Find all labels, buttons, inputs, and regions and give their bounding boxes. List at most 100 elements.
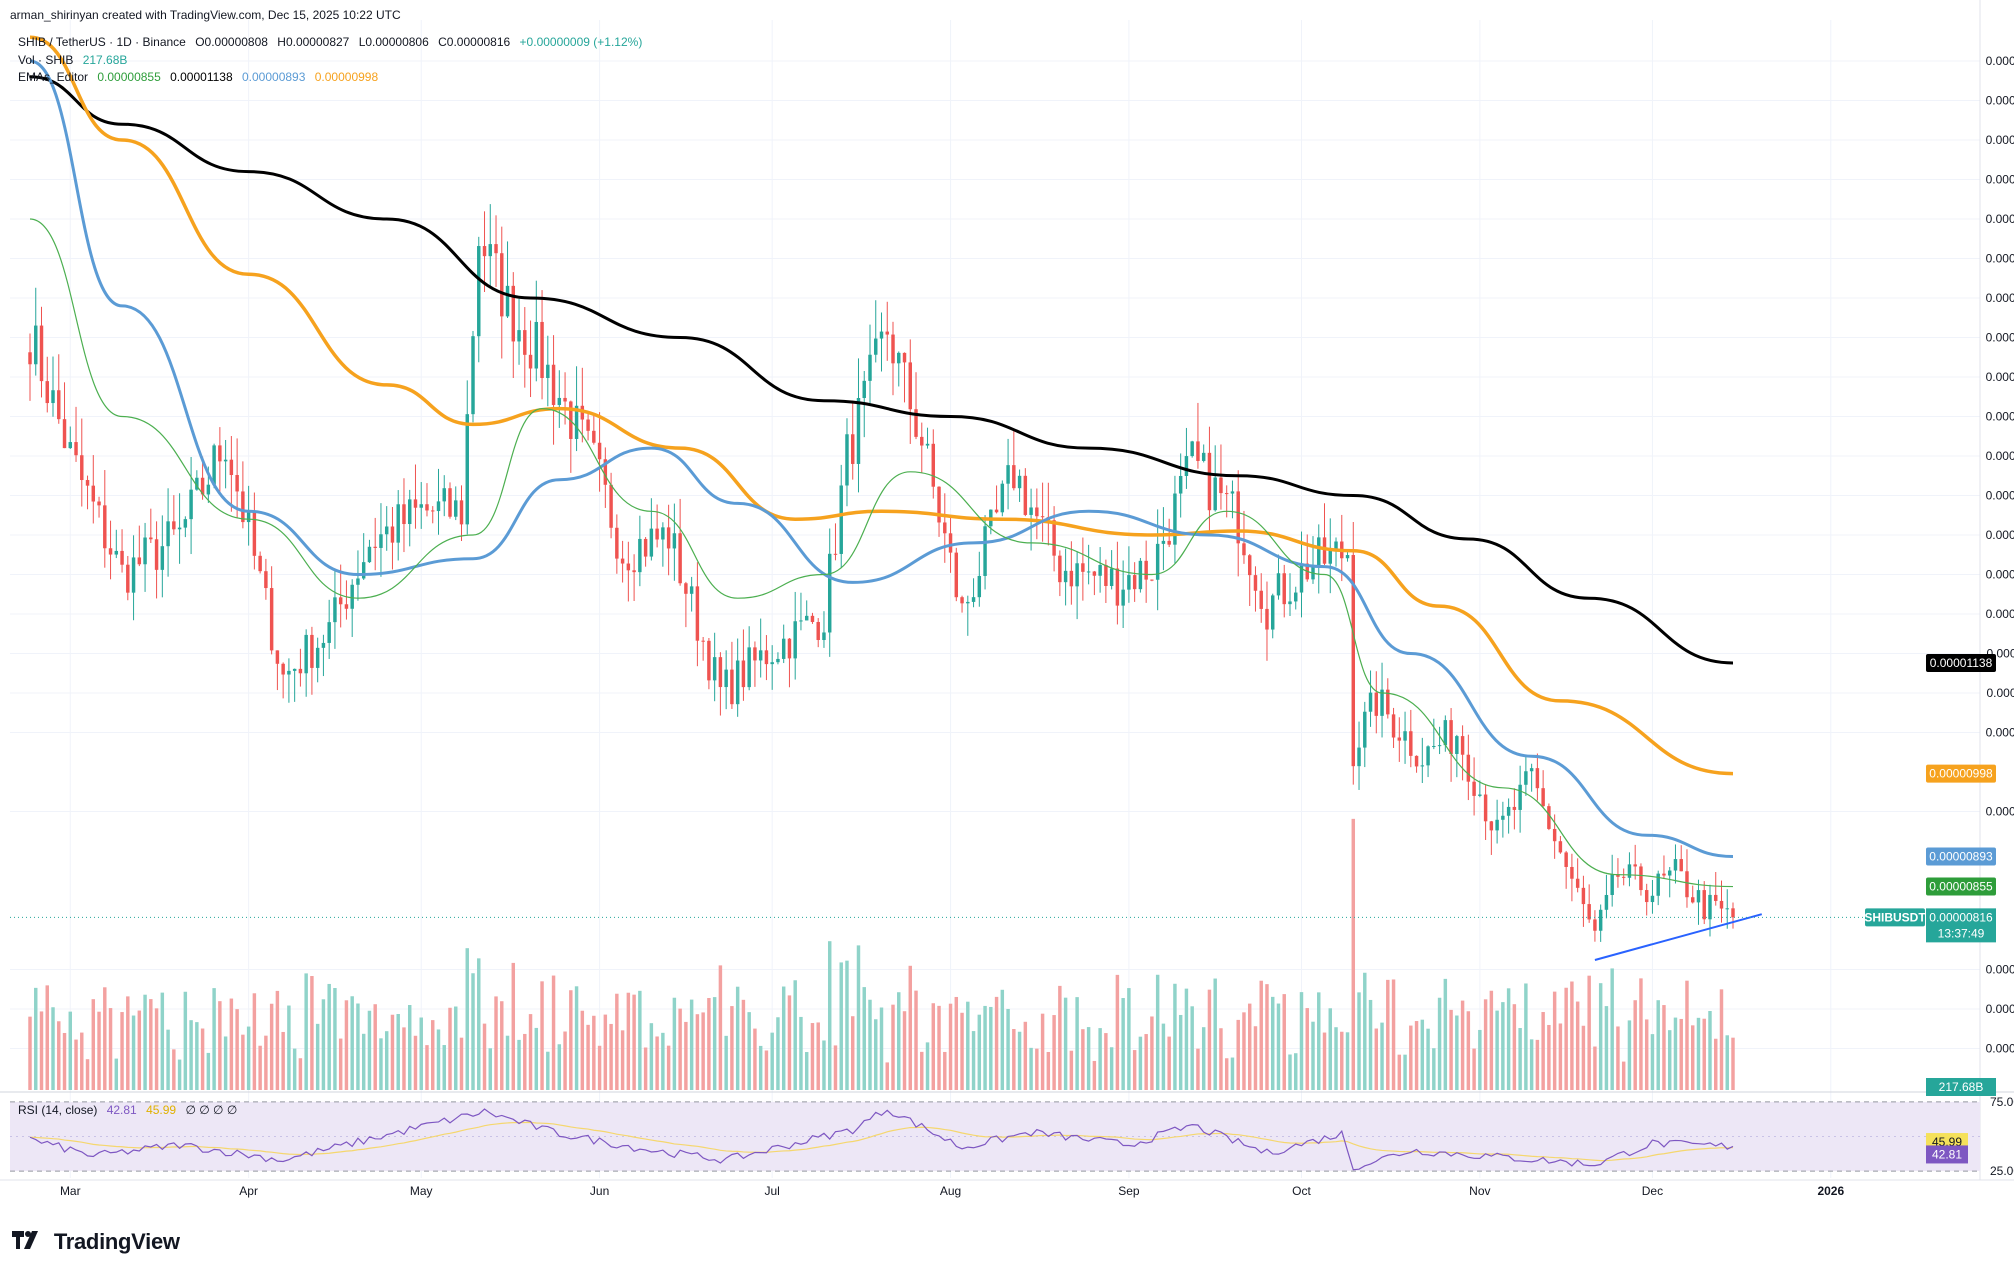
- volume-bar: [1265, 984, 1269, 1090]
- candle-body: [615, 527, 619, 559]
- candle-body: [436, 501, 441, 512]
- volume-label[interactable]: Vol · SHIB: [18, 53, 74, 67]
- candle-body: [344, 604, 349, 609]
- candle-body: [563, 397, 567, 402]
- candle-body: [1288, 601, 1292, 605]
- countdown-text: 13:37:49: [1938, 926, 1985, 940]
- candle-body: [1437, 745, 1442, 747]
- volume-bar: [891, 1004, 895, 1090]
- candle-body: [661, 527, 665, 540]
- volume-bar: [989, 1006, 993, 1090]
- candle-body: [57, 390, 61, 420]
- candle-body: [1426, 746, 1430, 766]
- volume-bar: [1489, 990, 1494, 1090]
- volume-bar: [34, 987, 38, 1090]
- candle-body: [172, 521, 176, 530]
- y-axis-tick-label: 0.00001300: [1986, 528, 2014, 542]
- volume-bar: [448, 1007, 452, 1090]
- candle-body: [1414, 755, 1419, 767]
- symbol-line[interactable]: SHIB / TetherUS · 1D · Binance: [18, 35, 186, 49]
- candle-body: [1621, 876, 1626, 878]
- candle-body: [448, 488, 452, 517]
- candle-body: [177, 527, 182, 530]
- volume-bar: [569, 990, 573, 1090]
- candle-body: [1104, 565, 1108, 586]
- candle-body: [920, 436, 924, 446]
- candle-body: [793, 621, 797, 659]
- ema-label[interactable]: EMAs_Editor: [18, 70, 89, 84]
- candle-body: [494, 244, 498, 254]
- candle-body: [1040, 516, 1045, 518]
- candle-body: [1138, 560, 1143, 590]
- volume-bar: [1311, 1021, 1315, 1090]
- tradingview-logo[interactable]: TradingView: [12, 1229, 180, 1255]
- candle-body: [1403, 731, 1407, 741]
- candle-body: [540, 321, 544, 379]
- candle-body: [741, 660, 746, 688]
- candle-body: [862, 380, 866, 399]
- volume-bar: [1478, 1029, 1482, 1090]
- candle-body: [419, 504, 423, 508]
- volume-bar: [1495, 1010, 1499, 1090]
- symbol-tag: [1865, 908, 1925, 927]
- candle-body: [551, 364, 556, 405]
- candle-body: [1052, 520, 1056, 556]
- candle-body: [971, 597, 976, 602]
- candle-body: [1552, 828, 1557, 842]
- candle-body: [45, 381, 49, 404]
- candle-body: [1081, 563, 1085, 572]
- candle-body: [500, 253, 504, 317]
- candle-body: [1696, 890, 1701, 903]
- volume-bar: [609, 1023, 613, 1090]
- rsi-label[interactable]: RSI (14, close): [18, 1103, 98, 1117]
- candle-body: [1633, 864, 1637, 867]
- volume-bar: [361, 1033, 366, 1090]
- volume-bar: [1386, 979, 1390, 1090]
- price-label-text: 0.00000855: [1929, 880, 1993, 894]
- volume-bar: [1063, 997, 1068, 1090]
- candle-body: [1271, 595, 1275, 630]
- candle-body: [1558, 841, 1563, 853]
- volume-bar: [39, 1011, 44, 1090]
- candle-body: [643, 538, 648, 557]
- volume-label-text: 217.68B: [1939, 1080, 1984, 1094]
- volume-bar: [195, 1022, 199, 1090]
- candle-body: [143, 537, 147, 565]
- volume-bar: [908, 965, 912, 1090]
- volume-bar: [592, 1015, 596, 1090]
- volume-bar: [183, 991, 188, 1090]
- candle-body: [534, 321, 539, 369]
- candle-body: [528, 354, 533, 369]
- ema-value-100: 0.00000998: [314, 70, 379, 84]
- candle-body: [477, 246, 481, 337]
- y-axis-tick-label: 0.00001650: [1986, 252, 2014, 266]
- candle-body: [833, 553, 838, 555]
- volume-bar: [1501, 1002, 1505, 1090]
- y-axis-tick-label: 0.00001050: [1986, 726, 2014, 740]
- candle-body: [609, 484, 613, 528]
- candle-body: [753, 647, 757, 661]
- volume-bar: [643, 1047, 648, 1090]
- candle-body: [770, 662, 774, 665]
- candle-body: [966, 601, 970, 604]
- volume-bar: [384, 1031, 389, 1090]
- candle-body: [1121, 589, 1125, 606]
- candle-body: [454, 500, 458, 517]
- candle-body: [1063, 570, 1068, 583]
- volume-bar: [632, 994, 636, 1090]
- candle-body: [1662, 873, 1666, 876]
- volume-bar: [920, 1051, 924, 1090]
- volume-value: 217.68B: [82, 53, 128, 67]
- ohlc-change: +0.00000009 (+1.12%): [519, 35, 643, 49]
- volume-bar: [1719, 989, 1724, 1090]
- candle-body: [655, 528, 659, 540]
- volume-bar: [1708, 1011, 1712, 1090]
- volume-bar: [1184, 988, 1189, 1090]
- candle-body: [252, 512, 257, 556]
- candle-body: [735, 660, 740, 705]
- volume-bar: [131, 1015, 136, 1090]
- volume-bar: [1552, 991, 1557, 1090]
- volume-bar: [298, 1058, 303, 1090]
- ema-value-200: 0.00001138: [170, 70, 233, 84]
